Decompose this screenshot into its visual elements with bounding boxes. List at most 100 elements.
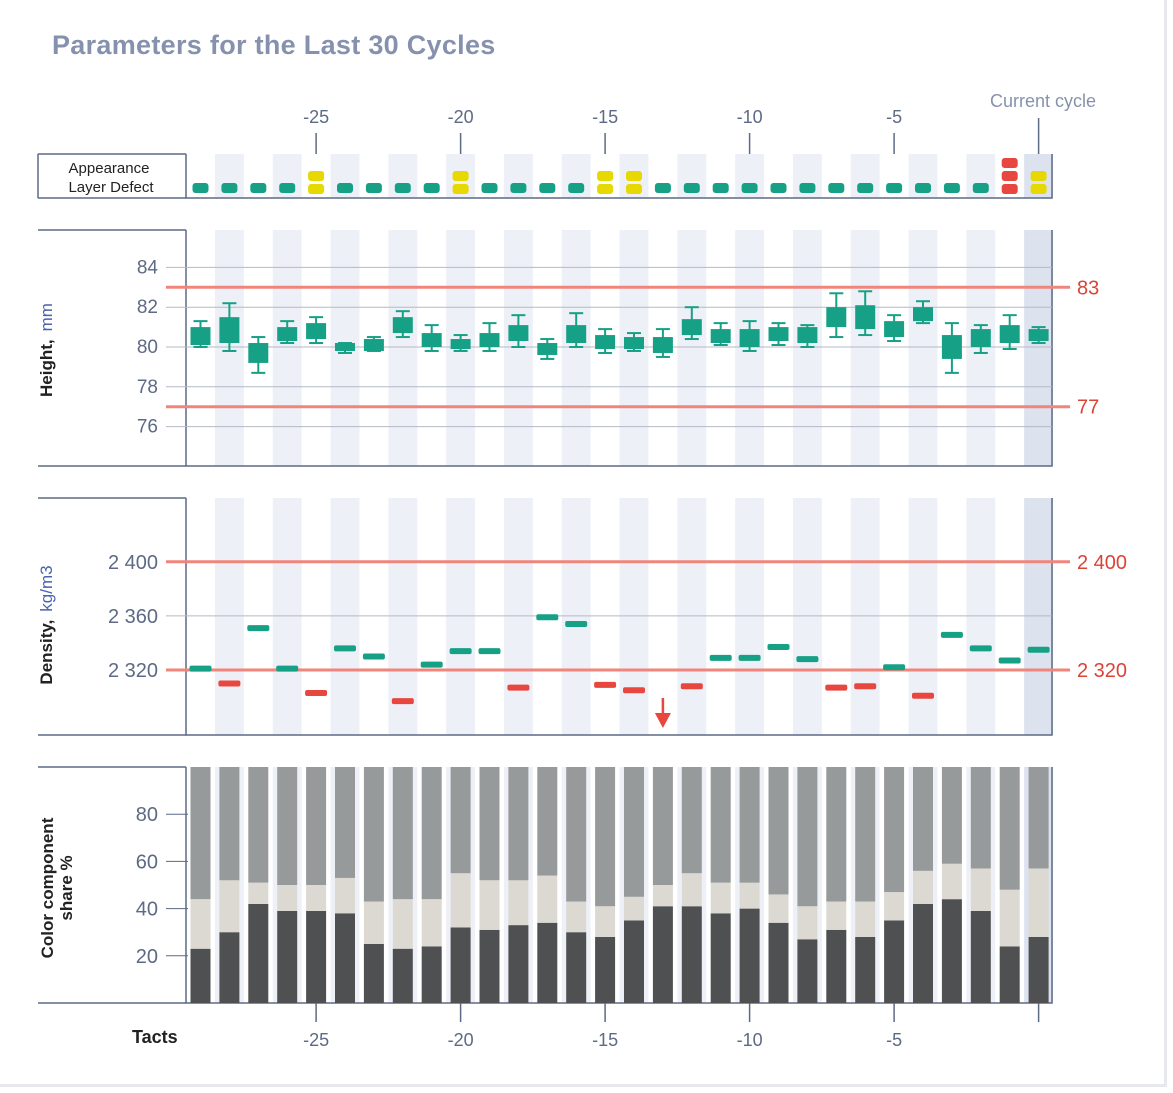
color-share-bar-segment-3 xyxy=(335,767,355,878)
density-column-stripe xyxy=(330,498,360,735)
color-share-bar-segment-2 xyxy=(566,901,587,933)
x-tick-label-bottom: -25 xyxy=(303,1030,329,1050)
density-marker xyxy=(998,657,1021,664)
color-ylabel-line1: Color component xyxy=(38,817,57,958)
color-share-bar-segment-1 xyxy=(855,936,876,1003)
color-share-bar-segment-1 xyxy=(941,899,962,1003)
density-column-stripe xyxy=(735,498,765,735)
density-column-stripe xyxy=(272,498,302,735)
x-tick-label-bottom: -5 xyxy=(886,1030,902,1050)
color-share-panel: Color component share % 20 40 60 80 xyxy=(38,767,1049,1003)
color-share-bar-segment-1 xyxy=(248,903,269,1003)
appearance-ok-marker xyxy=(423,183,440,193)
height-column-stripe xyxy=(850,230,880,466)
height-box xyxy=(884,321,905,338)
height-frame xyxy=(185,230,1053,467)
density-column-stripe xyxy=(677,498,707,735)
color-share-bar-segment-3 xyxy=(681,767,702,874)
x-tick-label-top: -20 xyxy=(448,107,474,127)
appearance-ok-marker xyxy=(770,183,787,193)
color-share-bar-segment-1 xyxy=(479,929,500,1003)
appearance-ok-marker xyxy=(192,183,209,193)
density-limit-label: 2 400 xyxy=(1077,552,1127,574)
x-tick-label-top: -15 xyxy=(592,107,618,127)
height-column-stripe xyxy=(908,230,938,466)
color-share-bar-segment-1 xyxy=(595,936,616,1003)
color-share-bar-segment-2 xyxy=(306,885,327,911)
color-share-bar-segment-3 xyxy=(392,767,413,900)
height-box xyxy=(450,339,471,349)
height-box xyxy=(913,307,933,322)
appearance-ok-marker xyxy=(394,183,411,193)
height-box xyxy=(652,337,673,353)
density-marker xyxy=(391,698,414,705)
density-marker xyxy=(940,631,963,638)
color-share-bar-segment-3 xyxy=(248,767,269,883)
height-box xyxy=(624,337,644,349)
x-tick-label-top: -5 xyxy=(886,107,902,127)
density-marker xyxy=(912,692,934,699)
density-panel: Density, kg/m3 2 320 2 360 2 400 2 400 2 320 xyxy=(37,552,1127,728)
color-share-bar-segment-1 xyxy=(797,939,818,1003)
color-share-bar-segment-1 xyxy=(537,922,558,1003)
height-box xyxy=(739,329,760,347)
appearance-ok-marker xyxy=(510,183,527,193)
height-box xyxy=(363,339,384,351)
density-frame xyxy=(185,498,1053,736)
density-marker xyxy=(478,648,501,655)
appearance-ok-marker xyxy=(972,183,989,193)
height-y-tick-label: 80 xyxy=(137,337,158,358)
appearance-frame xyxy=(185,154,1053,199)
density-column-stripe xyxy=(966,498,996,735)
color-share-bar-segment-2 xyxy=(277,885,298,911)
appearance-warning-marker xyxy=(1030,184,1047,194)
color-share-bar-segment-2 xyxy=(537,875,558,923)
height-box xyxy=(999,325,1020,344)
density-y-tick-label: 2 320 xyxy=(108,660,158,682)
color-share-bar-segment-3 xyxy=(999,767,1020,890)
height-box xyxy=(768,327,789,342)
appearance-warning-marker xyxy=(308,171,325,181)
density-ylabel-unit: kg/m3 xyxy=(37,565,56,611)
color-share-bar-segment-2 xyxy=(421,899,442,947)
color-share-bar-segment-1 xyxy=(710,913,731,1003)
x-tick-label-top: -10 xyxy=(737,107,763,127)
height-box xyxy=(855,305,876,330)
density-marker xyxy=(623,687,645,694)
height-box xyxy=(797,327,818,344)
appearance-ok-marker xyxy=(799,183,816,193)
height-panel: Height, mm 76 78 80 82 84 83 77 xyxy=(37,257,1099,437)
density-marker xyxy=(680,683,703,690)
color-share-bar-segment-3 xyxy=(913,767,933,871)
density-ylabel-main: Density, xyxy=(37,620,56,685)
color-share-bar-segment-3 xyxy=(826,767,847,902)
appearance-warning-marker xyxy=(626,184,642,194)
appearance-panel: Appearance Layer Defect xyxy=(68,158,1047,196)
color-share-bar-segment-2 xyxy=(884,892,905,921)
color-share-bar-segment-2 xyxy=(335,877,355,914)
appearance-ok-marker xyxy=(915,183,931,193)
color-share-bar-segment-2 xyxy=(710,882,731,914)
appearance-ok-marker xyxy=(568,183,585,193)
color-ylabel-line2: share % xyxy=(57,855,76,920)
color-share-bar-segment-3 xyxy=(479,767,500,881)
color-share-bar-segment-1 xyxy=(768,922,789,1003)
color-share-bar-segment-2 xyxy=(1028,868,1049,937)
color-share-bar-segment-1 xyxy=(566,932,587,1003)
height-column-stripe xyxy=(388,230,418,466)
color-share-bar-segment-1 xyxy=(913,903,933,1003)
color-share-bar-segment-2 xyxy=(508,880,529,926)
density-marker xyxy=(362,653,385,660)
color-share-bar-segment-2 xyxy=(797,906,818,940)
color-share-bar-segment-2 xyxy=(479,880,500,930)
color-share-bar-segment-3 xyxy=(363,767,384,902)
density-marker xyxy=(420,661,443,668)
height-limit-label: 77 xyxy=(1077,397,1099,419)
density-column-stripe xyxy=(503,498,533,735)
appearance-ok-marker xyxy=(221,183,238,193)
density-column-stripe xyxy=(850,498,880,735)
color-share-bar-segment-2 xyxy=(363,901,384,944)
color-share-bar-segment-2 xyxy=(739,882,760,909)
height-y-tick-label: 78 xyxy=(137,377,158,398)
color-share-bar-segment-2 xyxy=(826,901,847,930)
